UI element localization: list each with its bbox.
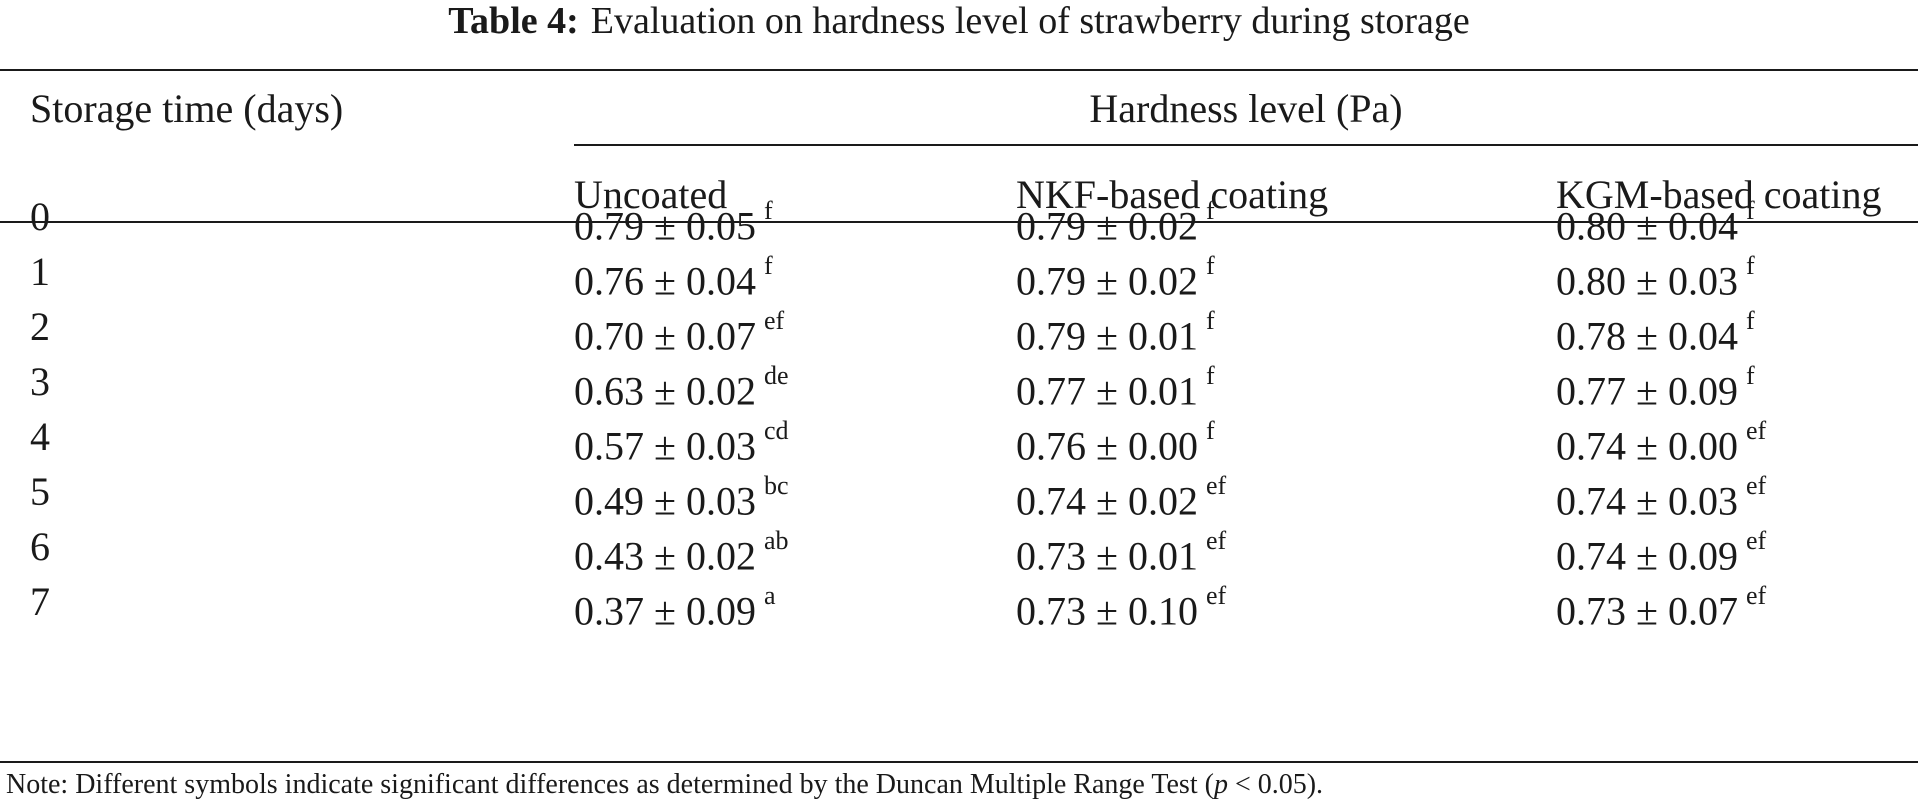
- cell-significance-letter: de: [763, 361, 789, 390]
- cell-mean-sd: 0.79 ± 0.01: [1016, 313, 1198, 359]
- cell-mean-sd: 0.70 ± 0.07: [574, 313, 756, 359]
- cell-mean-sd: 0.80 ± 0.03: [1556, 258, 1738, 304]
- table-row-day: 0: [30, 194, 50, 239]
- cell-mean-sd: 0.78 ± 0.04: [1556, 313, 1738, 359]
- header-storage-time: Storage time (days): [30, 86, 344, 131]
- cell-significance-letter: f: [1205, 416, 1215, 445]
- cell-mean-sd: 0.76 ± 0.04: [574, 258, 756, 304]
- header-group-rule: [574, 144, 1918, 146]
- cell-mean-sd: 0.76 ± 0.00: [1016, 423, 1198, 469]
- cell-mean-sd: 0.57 ± 0.03: [574, 423, 756, 469]
- cell-mean-sd: 0.73 ± 0.01: [1016, 533, 1198, 579]
- table-cell-value: 0.76 ± 0.04 f: [574, 249, 773, 304]
- cell-significance-letter: ef: [1205, 581, 1227, 610]
- table-cell-value: 0.74 ± 0.02 ef: [1016, 469, 1226, 524]
- table-row-day: 3: [30, 359, 50, 404]
- table-row-day: 1: [30, 249, 50, 294]
- table-cell-value: 0.77 ± 0.01 f: [1016, 359, 1215, 414]
- table-row-day: 2: [30, 304, 50, 349]
- table-cell-value: 0.80 ± 0.03 f: [1556, 249, 1755, 304]
- cell-mean-sd: 0.77 ± 0.09: [1556, 368, 1738, 414]
- cell-significance-letter: a: [763, 581, 776, 610]
- cell-mean-sd: 0.74 ± 0.03: [1556, 478, 1738, 524]
- cell-mean-sd: 0.73 ± 0.07: [1556, 588, 1738, 634]
- cell-mean-sd: 0.74 ± 0.02: [1016, 478, 1198, 524]
- cell-significance-letter: f: [1745, 251, 1755, 280]
- cell-significance-letter: f: [1205, 196, 1215, 225]
- table-cell-value: 0.63 ± 0.02 de: [574, 359, 789, 414]
- table-cell-value: 0.73 ± 0.01 ef: [1016, 524, 1226, 579]
- table-cell-value: 0.77 ± 0.09 f: [1556, 359, 1755, 414]
- header-nkf-coating: NKF-based coating: [1016, 172, 1329, 217]
- table-cell-value: 0.73 ± 0.10 ef: [1016, 579, 1226, 634]
- cell-significance-letter: f: [1745, 361, 1755, 390]
- table-bottom-rule: [0, 761, 1918, 763]
- table-cell-value: 0.70 ± 0.07 ef: [574, 304, 784, 359]
- table-row-day: 7: [30, 579, 50, 624]
- table-note-suffix: < 0.05).: [1227, 769, 1324, 800]
- table-cell-value: 0.79 ± 0.02 f: [1016, 194, 1215, 249]
- cell-mean-sd: 0.74 ± 0.09: [1556, 533, 1738, 579]
- table-cell-value: 0.79 ± 0.01 f: [1016, 304, 1215, 359]
- table-cell-value: 0.49 ± 0.03 bc: [574, 469, 789, 524]
- header-bottom-rule: [0, 221, 1918, 223]
- cell-significance-letter: f: [1205, 361, 1215, 390]
- table-top-rule: [0, 69, 1918, 71]
- table-caption-label: Table 4:: [448, 0, 579, 42]
- table-caption: Table 4: Evaluation on hardness level of …: [0, 0, 1918, 48]
- cell-significance-letter: f: [1745, 306, 1755, 335]
- table-row-day: 4: [30, 414, 50, 459]
- cell-mean-sd: 0.73 ± 0.10: [1016, 588, 1198, 634]
- table-cell-value: 0.76 ± 0.00 f: [1016, 414, 1215, 469]
- cell-significance-letter: ef: [1205, 471, 1227, 500]
- table-cell-value: 0.74 ± 0.00 ef: [1556, 414, 1766, 469]
- table-cell-value: 0.80 ± 0.04 f: [1556, 194, 1755, 249]
- cell-mean-sd: 0.43 ± 0.02: [574, 533, 756, 579]
- table-row-day: 6: [30, 524, 50, 569]
- table-cell-value: 0.74 ± 0.03 ef: [1556, 469, 1766, 524]
- table-note: Note: Different symbols indicate signifi…: [6, 768, 1323, 802]
- cell-mean-sd: 0.49 ± 0.03: [574, 478, 756, 524]
- cell-mean-sd: 0.74 ± 0.00: [1556, 423, 1738, 469]
- cell-mean-sd: 0.77 ± 0.01: [1016, 368, 1198, 414]
- cell-significance-letter: f: [1205, 251, 1215, 280]
- table-row-day: 5: [30, 469, 50, 514]
- cell-significance-letter: f: [1745, 196, 1755, 225]
- cell-mean-sd: 0.79 ± 0.02: [1016, 203, 1198, 249]
- cell-mean-sd: 0.63 ± 0.02: [574, 368, 756, 414]
- header-hardness-level: Hardness level (Pa): [1089, 86, 1403, 131]
- cell-significance-letter: ab: [763, 526, 789, 555]
- table-cell-value: 0.79 ± 0.02 f: [1016, 249, 1215, 304]
- cell-mean-sd: 0.80 ± 0.04: [1556, 203, 1738, 249]
- table-note-prefix: Note: Different symbols indicate signifi…: [6, 769, 1214, 800]
- table-cell-value: 0.79 ± 0.05 f: [574, 194, 773, 249]
- table-cell-value: 0.37 ± 0.09 a: [574, 579, 776, 634]
- cell-significance-letter: cd: [763, 416, 789, 445]
- header-uncoated: Uncoated: [574, 172, 728, 217]
- cell-significance-letter: ef: [1205, 526, 1227, 555]
- cell-mean-sd: 0.37 ± 0.09: [574, 588, 756, 634]
- header-kgm-coating: KGM-based coating: [1556, 172, 1882, 217]
- table-cell-value: 0.78 ± 0.04 f: [1556, 304, 1755, 359]
- cell-significance-letter: ef: [1745, 581, 1767, 610]
- cell-significance-letter: f: [763, 196, 773, 225]
- table-cell-value: 0.57 ± 0.03 cd: [574, 414, 789, 469]
- cell-significance-letter: ef: [1745, 416, 1767, 445]
- cell-significance-letter: ef: [1745, 526, 1767, 555]
- cell-mean-sd: 0.79 ± 0.02: [1016, 258, 1198, 304]
- cell-mean-sd: 0.79 ± 0.05: [574, 203, 756, 249]
- cell-significance-letter: ef: [1745, 471, 1767, 500]
- cell-significance-letter: f: [1205, 306, 1215, 335]
- cell-significance-letter: ef: [763, 306, 785, 335]
- cell-significance-letter: f: [763, 251, 773, 280]
- table-note-p: p: [1213, 769, 1228, 800]
- table-cell-value: 0.73 ± 0.07 ef: [1556, 579, 1766, 634]
- table-cell-value: 0.43 ± 0.02 ab: [574, 524, 789, 579]
- table-caption-title: Evaluation on hardness level of strawber…: [590, 0, 1470, 42]
- cell-significance-letter: bc: [763, 471, 789, 500]
- table-cell-value: 0.74 ± 0.09 ef: [1556, 524, 1766, 579]
